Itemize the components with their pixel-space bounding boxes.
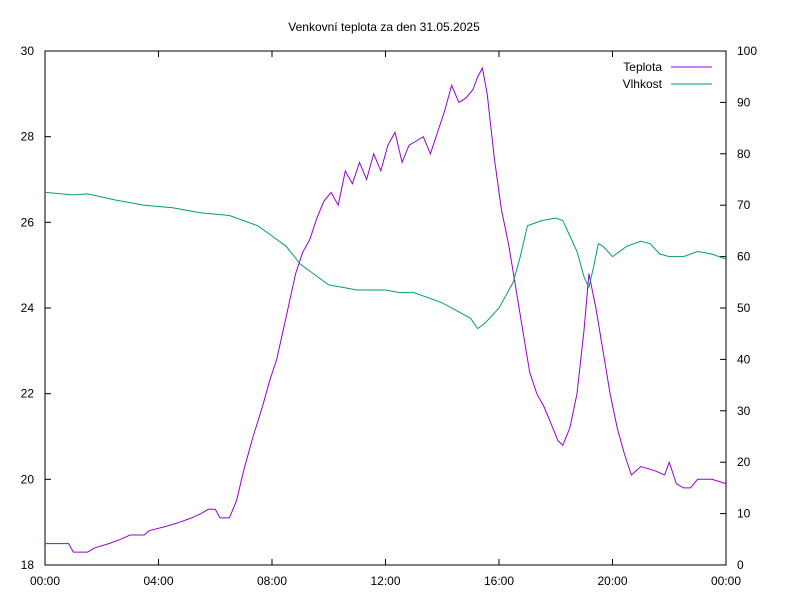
series-layer [44, 66, 727, 553]
right-y-tick-label: 100 [737, 44, 757, 58]
left-y-tick-label: 20 [21, 472, 35, 486]
x-tick-label: 04:00 [143, 574, 173, 588]
x-tick-label: 12:00 [370, 574, 400, 588]
chart-title: Venkovní teplota za den 31.05.2025 [288, 20, 480, 34]
right-y-tick-label: 90 [737, 95, 751, 109]
series-line-teplota [45, 66, 727, 553]
left-y-tick-label: 24 [21, 301, 35, 315]
series-line-vlhkost [44, 191, 727, 330]
left-y-tick-label: 26 [21, 215, 35, 229]
x-axis: 00:00 04:00 08:00 12:00 16:00 20:00 00:00 [30, 51, 741, 588]
right-y-tick-label: 70 [737, 198, 751, 212]
left-y-tick-label: 18 [21, 558, 35, 572]
x-tick-label: 08:00 [257, 574, 287, 588]
right-y-tick-label: 20 [737, 455, 751, 469]
right-y-tick-label: 30 [737, 404, 751, 418]
x-tick-label: 00:00 [30, 574, 60, 588]
left-y-tick-label: 22 [21, 387, 35, 401]
right-y-tick-label: 40 [737, 352, 751, 366]
right-y-tick-label: 0 [737, 558, 744, 572]
legend: Teplota Vlhkost [623, 60, 712, 91]
legend-label-teplota: Teplota [623, 60, 662, 74]
right-y-tick-label: 80 [737, 147, 751, 161]
right-y-axis: 0 10 20 30 40 50 60 70 80 90 100 [720, 44, 757, 572]
x-tick-label: 16:00 [484, 574, 514, 588]
left-y-tick-label: 28 [21, 130, 35, 144]
legend-label-vlhkost: Vlhkost [623, 77, 663, 91]
left-y-axis: 18 20 22 24 26 28 30 [21, 44, 51, 572]
right-y-tick-label: 50 [737, 301, 751, 315]
x-tick-label: 20:00 [597, 574, 627, 588]
right-y-tick-label: 60 [737, 250, 751, 264]
left-y-tick-label: 30 [21, 44, 35, 58]
right-y-tick-label: 10 [737, 507, 751, 521]
x-tick-label: 00:00 [711, 574, 741, 588]
